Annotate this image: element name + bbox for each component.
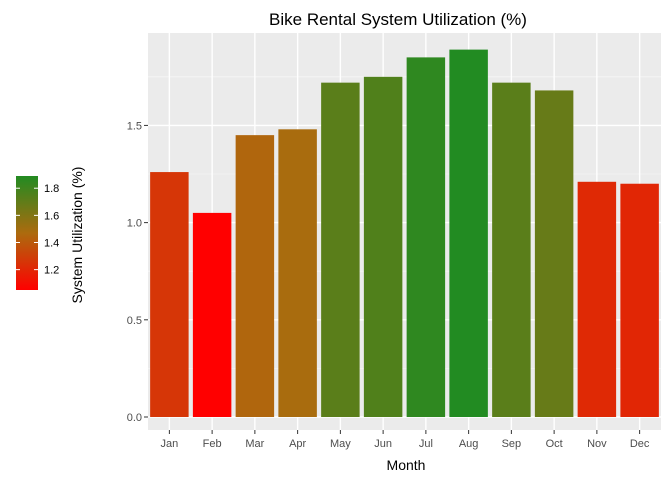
chart-title: Bike Rental System Utilization (%) — [269, 10, 527, 29]
x-tick-label: Feb — [203, 438, 222, 450]
bars — [150, 49, 659, 418]
legend-tick-label: 1.2 — [44, 265, 59, 277]
bar-oct — [534, 90, 574, 417]
plot-panel — [148, 33, 661, 430]
x-tick-label: Jan — [161, 438, 179, 450]
bar-sep — [492, 82, 531, 417]
bar-apr — [278, 129, 317, 417]
y-tick-label: 1.5 — [127, 120, 142, 132]
legend: System Utilization (%) 1.2 1.4 1.6 1.8 — [16, 167, 85, 304]
legend-ticks: 1.2 1.4 1.6 1.8 — [16, 183, 59, 277]
bar-nov — [577, 181, 617, 417]
bar-jun — [363, 76, 403, 418]
bar-may — [321, 82, 360, 417]
x-tick-label: Mar — [245, 438, 264, 450]
x-tick-label: Jun — [374, 438, 392, 450]
bar-mar — [235, 135, 275, 417]
bar-aug — [449, 49, 488, 417]
bar-feb — [192, 212, 232, 417]
legend-tick-label: 1.4 — [44, 238, 59, 250]
x-tick-label: Oct — [546, 438, 563, 450]
x-axis-title: Month — [387, 457, 426, 473]
y-axis: 0.0 0.5 1.0 1.5 — [127, 120, 148, 424]
bar-jul — [406, 57, 446, 417]
x-tick-label: Nov — [587, 438, 607, 450]
y-tick-label: 0.0 — [127, 412, 142, 424]
y-tick-label: 1.0 — [127, 218, 142, 230]
x-tick-label: Jul — [419, 438, 433, 450]
legend-colorbar — [16, 176, 38, 290]
x-axis: Jan Feb Mar Apr May Jun Jul Aug Sep Oct Nov Dec — [161, 430, 650, 450]
legend-tick-label: 1.6 — [44, 210, 59, 222]
x-tick-label: Dec — [630, 438, 650, 450]
x-tick-label: May — [330, 438, 351, 450]
bar-jan — [150, 172, 189, 417]
bar-dec — [620, 183, 659, 417]
grid-minor — [148, 76, 661, 369]
y-tick-label: 0.5 — [127, 315, 142, 327]
legend-title: System Utilization (%) — [69, 167, 85, 304]
x-tick-label: Sep — [502, 438, 522, 450]
legend-tick-label: 1.8 — [44, 183, 59, 195]
x-tick-label: Aug — [459, 438, 479, 450]
x-tick-label: Apr — [289, 438, 306, 450]
